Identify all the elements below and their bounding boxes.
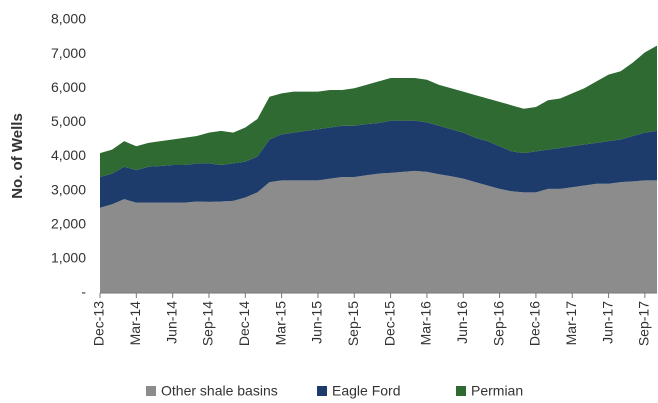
legend-label: Other shale basins — [161, 383, 278, 399]
x-tick-label: Sep-15 — [345, 301, 361, 346]
x-tick-label: Sep-14 — [200, 301, 216, 346]
x-tick-label: Jun-14 — [163, 301, 179, 344]
x-tick-label: Mar-16 — [418, 301, 434, 346]
y-axis-label: No. of Wells — [9, 113, 26, 199]
y-tick-label: - — [81, 284, 86, 300]
legend-swatch — [456, 386, 466, 396]
x-tick-label: Mar-15 — [272, 301, 288, 346]
area — [100, 120, 657, 208]
x-tick-label: Jun-15 — [309, 301, 325, 344]
legend-label: Eagle Ford — [332, 383, 400, 399]
area — [100, 170, 657, 293]
y-tick-label: 3,000 — [51, 181, 86, 197]
x-tick-label: Jun-17 — [599, 301, 615, 344]
x-tick-label: Dec-13 — [91, 301, 107, 346]
x-tick-label: Sep-17 — [636, 301, 652, 346]
x-tick-label: Mar-14 — [127, 301, 143, 346]
y-tick-label: 6,000 — [51, 79, 86, 95]
x-tick-label: Dec-16 — [527, 301, 543, 346]
y-tick-label: 7,000 — [51, 45, 86, 61]
x-tick-label: Dec-15 — [381, 301, 397, 346]
x-tick-label: Jun-16 — [454, 301, 470, 344]
y-tick-label: 1,000 — [51, 250, 86, 266]
x-tick-label: Mar-17 — [563, 301, 579, 346]
y-tick-label: 8,000 — [51, 11, 86, 27]
legend-swatch — [317, 386, 327, 396]
y-tick-label: 2,000 — [51, 215, 86, 231]
y-tick-label: 5,000 — [51, 113, 86, 129]
x-tick-label: Sep-16 — [490, 301, 506, 346]
area — [100, 45, 657, 177]
legend-label: Permian — [471, 383, 523, 399]
x-tick-label: Dec-14 — [236, 301, 252, 346]
y-tick-label: 4,000 — [51, 147, 86, 163]
legend-swatch — [146, 386, 156, 396]
